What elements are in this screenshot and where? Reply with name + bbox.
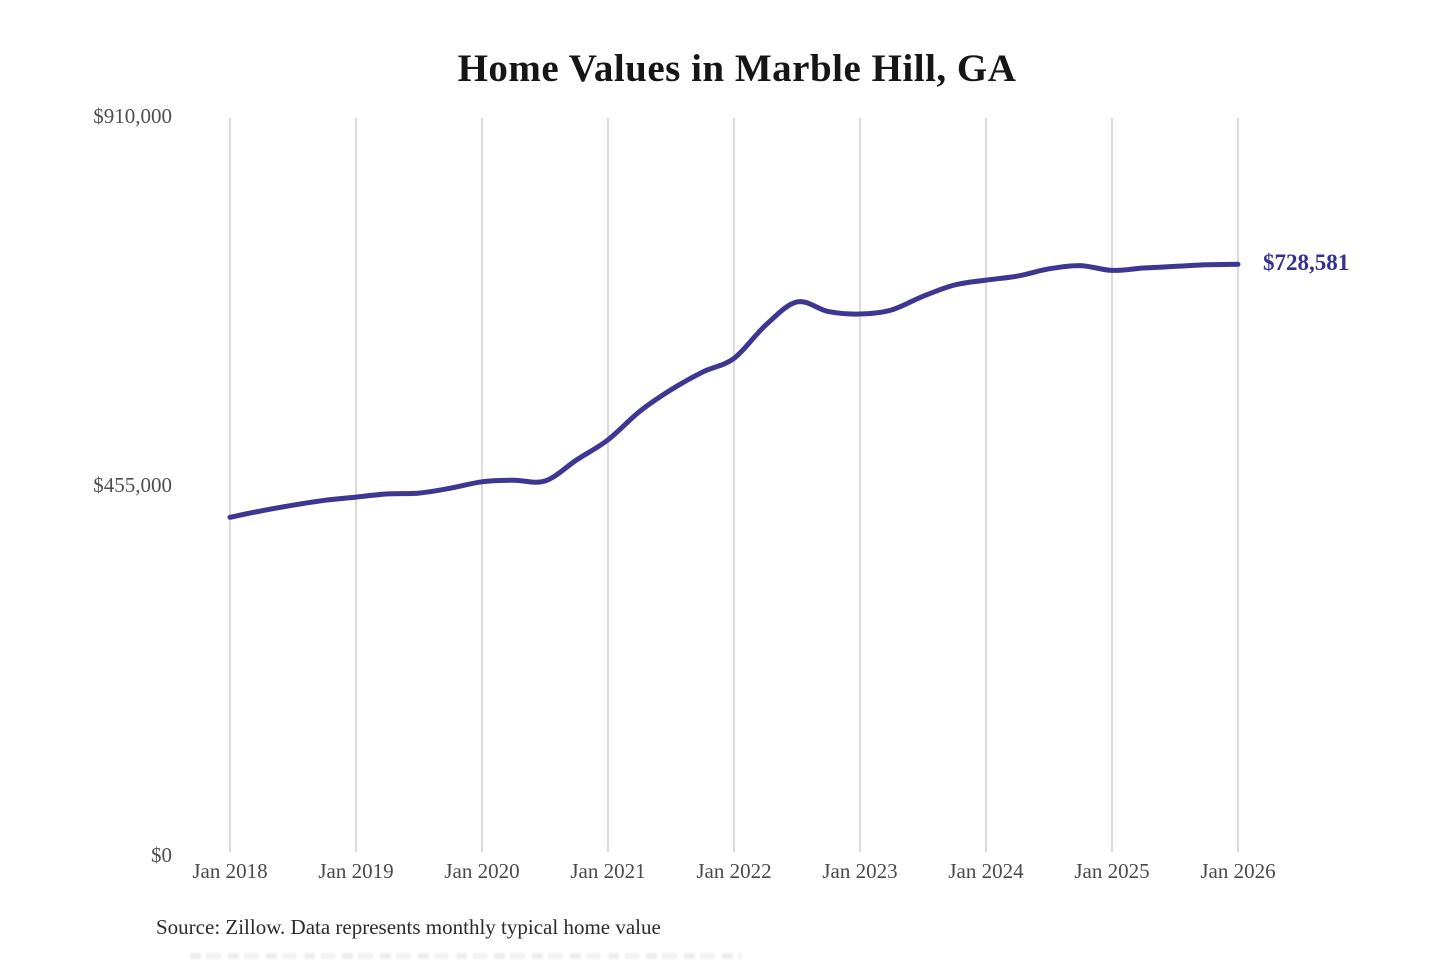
- y-tick-0: $0: [151, 843, 172, 867]
- y-tick-455000: $455,000: [93, 473, 172, 497]
- gridlines: [229, 118, 1239, 852]
- source-note: Source: Zillow. Data represents monthly …: [156, 915, 661, 939]
- x-tick-jan-2025: Jan 2025: [1074, 859, 1150, 883]
- home-value-line: [227, 261, 1241, 520]
- x-tick-jan-2024: Jan 2024: [948, 859, 1024, 883]
- x-tick-jan-2018: Jan 2018: [192, 859, 268, 883]
- x-tick-jan-2020: Jan 2020: [444, 859, 520, 883]
- x-tick-jan-2019: Jan 2019: [318, 859, 394, 883]
- x-tick-jan-2021: Jan 2021: [570, 859, 646, 883]
- y-tick-910000: $910,000: [93, 104, 172, 128]
- x-tick-jan-2023: Jan 2023: [822, 859, 898, 883]
- cropped-text-remnant: [190, 953, 742, 959]
- end-value-label: $728,581: [1263, 250, 1350, 276]
- x-tick-jan-2026: Jan 2026: [1200, 859, 1276, 883]
- chart-title: Home Values in Marble Hill, GA: [457, 47, 1017, 90]
- x-tick-jan-2022: Jan 2022: [696, 859, 772, 883]
